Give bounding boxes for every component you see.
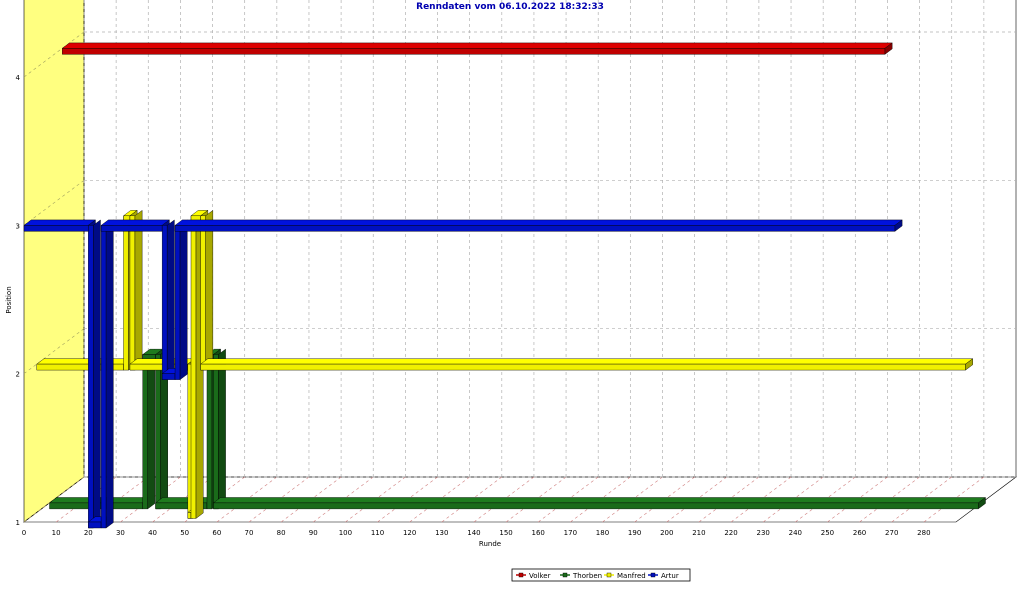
y-axis-label: Position — [5, 286, 13, 313]
x-tick-label: 150 — [499, 529, 512, 537]
series-segment-top — [174, 219, 903, 226]
series-segment-side — [105, 219, 114, 529]
grid-line-wall — [23, 328, 85, 374]
series-segment-front — [62, 48, 886, 55]
legend-label: Manfred — [617, 572, 646, 580]
y-tick-label: 4 — [16, 74, 21, 82]
series-segment-top — [61, 42, 893, 49]
series-volker — [61, 42, 893, 55]
x-tick-label: 220 — [724, 529, 737, 537]
x-tick-label: 80 — [277, 529, 286, 537]
chart-series-layer — [23, 42, 987, 529]
x-tick-label: 30 — [116, 529, 125, 537]
x-tick-label: 40 — [148, 529, 157, 537]
series-segment-top — [23, 219, 97, 226]
x-tick-label: 20 — [84, 529, 93, 537]
series-segment-vertical — [88, 225, 94, 529]
series-segment-side — [147, 348, 156, 510]
series-segment-vertical — [123, 215, 129, 371]
grid-line-wall — [23, 31, 85, 78]
x-tick-label: 230 — [756, 529, 769, 537]
legend-box — [511, 568, 691, 582]
series-segment-front — [88, 521, 102, 529]
legend-label: Artur — [661, 572, 679, 580]
x-tick-label: 240 — [789, 529, 802, 537]
x-tick-label: 270 — [885, 529, 898, 537]
x-tick-label: 280 — [917, 529, 930, 537]
y-tick-label: 1 — [16, 519, 20, 527]
series-segment-vertical — [155, 354, 161, 510]
series-segment-front — [200, 363, 966, 371]
series-segment-cap — [894, 219, 903, 232]
y-tick-label: 3 — [16, 222, 20, 230]
x-tick-label: 140 — [467, 529, 480, 537]
series-segment-vertical — [213, 354, 219, 510]
series-segment-front — [213, 502, 979, 510]
legend-label: Volker — [529, 572, 551, 580]
series-manfred — [36, 209, 974, 519]
series-segment-vertical — [142, 354, 148, 510]
series-segment-front — [100, 225, 163, 232]
x-tick-label: 110 — [371, 529, 384, 537]
y-tick-label: 2 — [16, 371, 20, 379]
x-tick-label: 0 — [22, 529, 26, 537]
series-segment-vertical — [190, 215, 197, 519]
x-tick-label: 120 — [403, 529, 416, 537]
series-segment-top — [36, 358, 132, 365]
series-thorben — [48, 348, 987, 510]
x-tick-label: 180 — [596, 529, 609, 537]
series-segment-side — [166, 219, 175, 381]
series-segment-front — [174, 225, 896, 232]
x-tick-label: 10 — [52, 529, 61, 537]
series-segment-side — [93, 219, 101, 529]
grid-line-wall — [23, 180, 85, 226]
x-tick-label: 200 — [660, 529, 673, 537]
legend-swatch — [562, 572, 568, 578]
legend-swatch — [518, 572, 524, 578]
series-segment-vertical — [129, 215, 136, 371]
series-segment-vertical — [161, 225, 168, 380]
x-tick-label: 90 — [309, 529, 318, 537]
series-segment-vertical — [200, 215, 206, 371]
chart-label-layer: 0 10 20 30 40 50 60 70 80 90 100 110 120 130 140 150 160… — [16, 74, 931, 537]
x-tick-label: 250 — [821, 529, 834, 537]
x-tick-label: 190 — [628, 529, 641, 537]
series-segment-top — [200, 358, 974, 365]
series-segment-top — [154, 497, 215, 504]
chart-title: Renndaten vom 06.10.2022 18:32:33 — [416, 2, 604, 12]
series-segment-cap — [965, 358, 973, 371]
series-segment-vertical — [206, 354, 213, 510]
series-segment-vertical — [100, 225, 107, 529]
series-segment-vertical — [174, 225, 181, 380]
chart-back-layer — [23, 0, 1017, 523]
x-tick-label: 210 — [692, 529, 705, 537]
x-axis-label: Runde — [479, 540, 501, 548]
x-tick-label: 60 — [212, 529, 221, 537]
series-segment-top — [100, 219, 170, 226]
series-segment-front — [23, 225, 89, 232]
series-segment-front — [187, 512, 192, 519]
x-tick-label: 170 — [564, 529, 577, 537]
x-tick-label: 160 — [532, 529, 545, 537]
series-segment-side — [179, 219, 188, 381]
x-tick-label: 70 — [245, 529, 254, 537]
x-tick-label: 50 — [180, 529, 189, 537]
series-segment-cap — [978, 497, 986, 510]
legend-swatch — [606, 572, 612, 578]
series-segment-side — [205, 209, 214, 371]
legend: Volker Thorben Manfred Artur — [511, 568, 691, 582]
series-segment-side — [134, 209, 143, 371]
legend-swatch — [650, 572, 656, 578]
series-segment-cap — [884, 42, 893, 55]
left-wall — [23, 0, 85, 523]
series-segment-top — [212, 497, 987, 504]
series-segment-side — [218, 348, 226, 510]
x-tick-label: 130 — [435, 529, 448, 537]
series-segment-front — [161, 373, 176, 380]
legend-label: Thorben — [572, 572, 602, 580]
x-tick-label: 100 — [339, 529, 352, 537]
x-tick-label: 260 — [853, 529, 866, 537]
series-artur — [23, 219, 903, 529]
